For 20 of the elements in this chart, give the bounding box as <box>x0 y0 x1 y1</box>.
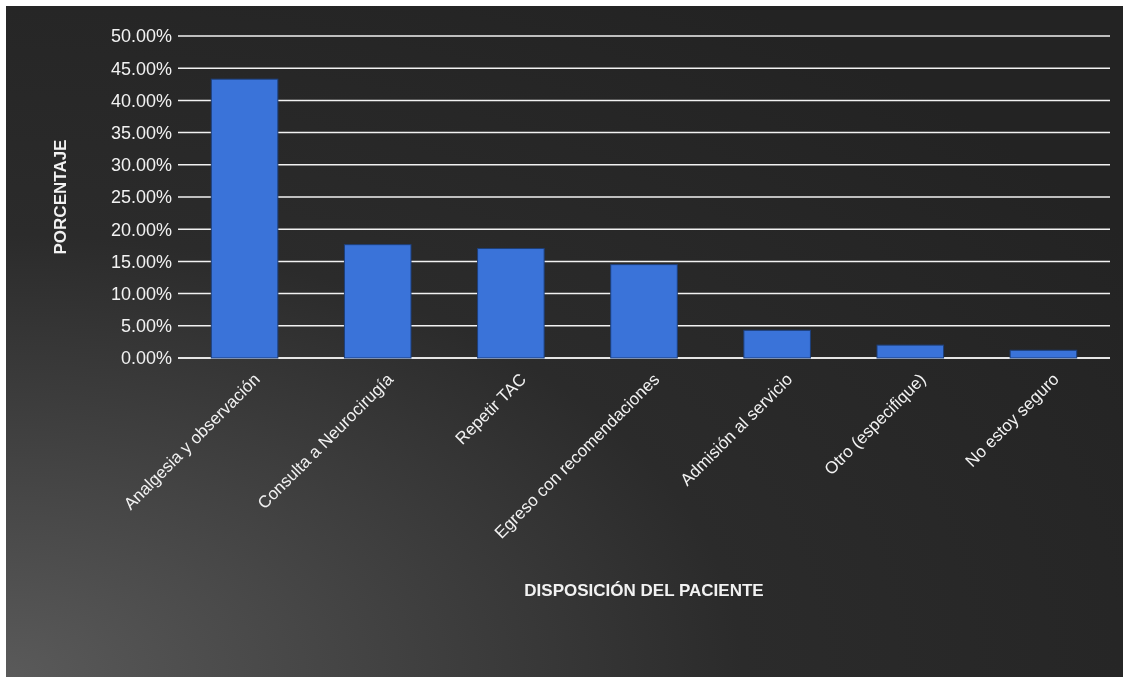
y-tick-label: 5.00% <box>120 316 172 337</box>
y-tick-label: 10.00% <box>110 283 172 304</box>
bar <box>343 244 412 359</box>
y-tick-label: 25.00% <box>110 187 172 208</box>
bar <box>1009 349 1078 359</box>
bar <box>477 248 545 359</box>
y-tick-label: 0.00% <box>120 348 172 369</box>
y-tick-label: 30.00% <box>110 155 172 176</box>
bar <box>210 78 279 359</box>
y-tick-label: 50.00% <box>110 26 172 47</box>
bar <box>610 264 678 359</box>
y-tick-label: 45.00% <box>110 58 172 79</box>
y-tick-label: 20.00% <box>110 219 172 240</box>
y-tick-label: 15.00% <box>110 251 172 272</box>
bar <box>743 329 811 359</box>
bar <box>876 344 945 359</box>
y-axis-title: PORCENTAJE <box>51 139 70 255</box>
y-tick-label: 40.00% <box>110 90 172 111</box>
y-tick-label: 35.00% <box>110 122 172 143</box>
x-axis-title: DISPOSICIÓN DEL PACIENTE <box>524 581 764 600</box>
